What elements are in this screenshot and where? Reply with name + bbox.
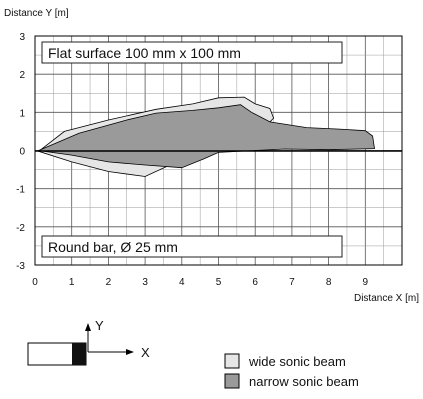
legend-label-wide: wide sonic beam [248,354,346,369]
round-bar-label: Round bar, Ø 25 mm [41,235,343,258]
x-tick-label: 6 [252,277,258,288]
x-arrow-head-icon [126,349,134,355]
x-tick-labels: 0 1 2 3 4 5 6 7 8 9 [32,277,368,288]
y-tick-label: 1 [19,108,25,119]
round-bar-label-text: Round bar, Ø 25 mm [48,239,178,255]
legend-swatch-wide [224,353,240,369]
legend-label-narrow: narrow sonic beam [249,374,359,389]
x-tick-label: 3 [142,277,148,288]
x-tick-label: 8 [326,277,332,288]
flat-surface-label: Flat surface 100 mm x 100 mm [41,41,343,64]
sensor-schematic: Y X [27,318,150,366]
y-tick-label: -3 [16,261,25,272]
x-tick-label: 9 [363,277,369,288]
x-tick-label: 0 [32,277,38,288]
x-tick-label: 7 [289,277,295,288]
y-tick-label: 3 [19,32,25,43]
beam-areas [37,96,375,177]
round-bar-label-box [41,235,343,258]
sensor-transducer [72,343,86,365]
flat-surface-label-text: Flat surface 100 mm x 100 mm [48,45,241,61]
x-tick-label: 4 [179,277,185,288]
x-tick-label: 1 [69,277,75,288]
x-tick-label: 2 [106,277,112,288]
y-axis-label: Distance Y [m] [4,8,69,19]
y-tick-label: 0 [19,147,25,158]
x-tick-label: 5 [216,277,222,288]
flat-surface-label-box [41,41,343,64]
y-tick-label: -2 [16,223,25,234]
y-direction-label: Y [95,318,104,333]
x-axis-label: Distance X [m] [354,293,419,304]
plot-frame [34,35,403,266]
y-tick-label: -1 [16,185,25,196]
y-tick-label: 2 [19,70,25,81]
y-arrow-head-icon [85,323,91,331]
x-direction-label: X [141,345,150,360]
legend: wide sonic beam narrow sonic beam [224,353,359,389]
y-tick-labels: 3 2 1 0 -1 -2 -3 [16,32,25,272]
legend-swatch-narrow [224,373,240,389]
narrow-beam-area [37,104,375,169]
